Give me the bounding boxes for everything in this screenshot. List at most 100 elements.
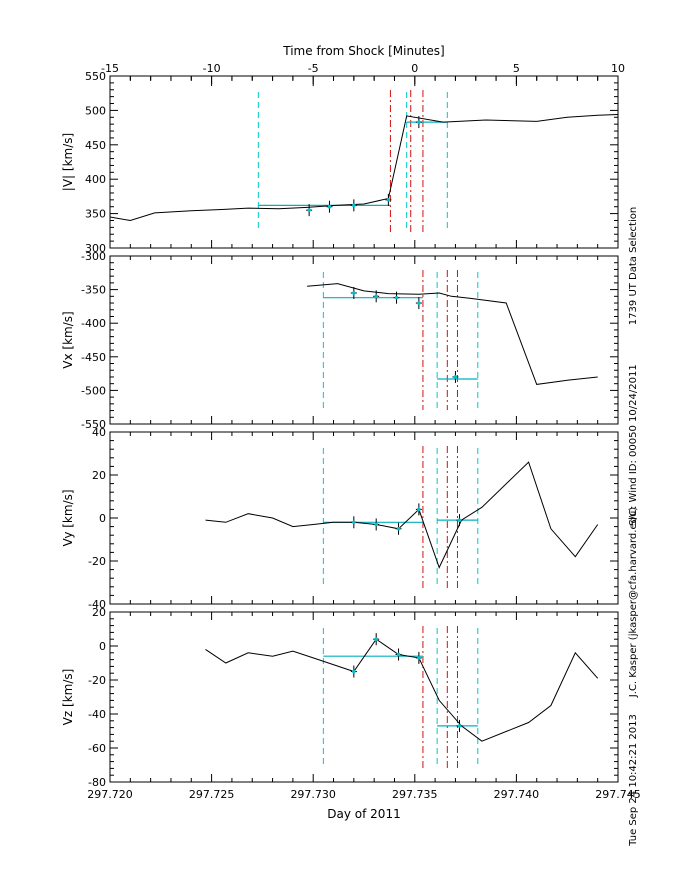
top-axis-tick-label-5: 10 [611, 62, 625, 75]
x-axis-title: Day of 2011 [327, 807, 400, 821]
p1-point-marker-2 [327, 204, 332, 209]
p2-selected-point-5 [452, 370, 459, 383]
side-text-author: J.C. Kasper (jkasper@cfa.harvard.edu) [628, 507, 639, 698]
side-text-spacecraft: S/C: Wind ID: 00050 10/24/2011 [628, 364, 639, 525]
p4-ytick-label-2: -40 [88, 708, 106, 721]
p3-point-marker-5 [457, 518, 462, 522]
p2-ytick-label-1: -350 [81, 284, 106, 297]
p3-y-axis-label: Vy [km/s] [61, 489, 75, 546]
p2-selected-point-4 [415, 297, 422, 310]
top-axis-tick-label-0: -15 [101, 62, 119, 75]
x-tick-label-3: 297.735 [392, 788, 438, 801]
p3-point-marker-2 [374, 522, 378, 527]
panel-2: -300 -350 -400 -450 -500 -550 Vx [km/s] [61, 250, 619, 431]
p1-y-axis-label: |V| [km/s] [61, 133, 75, 191]
side-annotation: 1739 UT Data Selection S/C: Wind ID: 000… [628, 207, 639, 847]
p4-selected-point-1 [350, 665, 357, 678]
p3-selected-point-1 [350, 516, 357, 529]
x-tick-label-0: 297.720 [87, 788, 133, 801]
p1-selected-point-3 [350, 199, 357, 212]
p2-ytick-label-2: -400 [81, 317, 106, 330]
p4-point-marker-4 [417, 656, 421, 660]
top-axis-tick-label-2: -5 [308, 62, 319, 75]
p1-selected-point-5 [415, 116, 422, 129]
p4-selected-point-2 [373, 633, 380, 646]
x-tick-label-1: 297.725 [189, 788, 235, 801]
p2-selected-point-2 [373, 290, 380, 303]
p4-point-marker-5 [457, 724, 462, 728]
p3-ytick-label-3: 20 [92, 469, 106, 482]
p1-ytick-label-5: 550 [85, 70, 106, 83]
p1-point-marker-1 [307, 208, 311, 212]
p3-selected-point-2 [373, 518, 380, 531]
p3-ytick-label-0: -40 [88, 598, 106, 611]
p4-data-line [205, 638, 599, 742]
p3-point-marker-3 [396, 526, 401, 531]
p2-point-marker-1 [352, 291, 356, 295]
p4-ytick-label-3: -20 [88, 674, 106, 687]
p2-selected-point-1 [350, 286, 357, 299]
side-text-data-selection: 1739 UT Data Selection [628, 207, 639, 325]
p3-selected-point-5 [456, 514, 463, 527]
p2-ytick-label-5: -550 [81, 418, 106, 431]
p2-frame [109, 255, 619, 425]
p3-selected-point-3 [395, 522, 402, 535]
p2-ytick-label-3: -450 [81, 351, 106, 364]
p4-selected-point-4 [415, 651, 422, 664]
p1-ytick-label-0: 300 [85, 242, 106, 255]
p3-data-line [205, 461, 599, 569]
x-tick-label-5: 297.745 [595, 788, 641, 801]
p1-point-marker-5 [417, 120, 421, 124]
p2-ytick-label-4: -500 [81, 384, 106, 397]
p4-ytick-label-1: -60 [88, 742, 106, 755]
p1-selected-point-4 [385, 193, 392, 206]
p2-point-marker-4 [417, 301, 421, 305]
p1-point-marker-4 [386, 198, 391, 202]
p1-selected-point-2 [326, 200, 333, 213]
p2-y-axis-label: Vx [km/s] [61, 311, 75, 368]
p4-ytick-label-0: -80 [88, 776, 106, 789]
p2-data-line [307, 283, 598, 385]
p4-selected-point-5 [456, 719, 463, 732]
top-axis-tick-label-1: -10 [203, 62, 221, 75]
p4-point-marker-1 [352, 669, 356, 674]
p4-frame [109, 611, 619, 783]
panel-1: 300 350 400 450 500 550 |V| [km/s] [61, 70, 619, 255]
p4-point-marker-3 [396, 652, 401, 657]
p1-frame [109, 75, 619, 249]
p3-ytick-label-2: 0 [99, 512, 106, 525]
p4-point-marker-2 [374, 637, 378, 641]
p3-frame [109, 431, 619, 605]
overlay-layer: 297.720 297.725 297.730 297.735 297.740 297.7… [87, 62, 641, 801]
p1-ytick-label-1: 350 [85, 208, 106, 221]
p1-ytick-label-2: 400 [85, 173, 106, 186]
p2-selected-point-3 [393, 291, 400, 304]
x-tick-label-4: 297.740 [494, 788, 540, 801]
p4-y-axis-label: Vz [km/s] [61, 669, 75, 726]
p2-point-marker-5 [453, 375, 458, 379]
p3-point-marker-4 [417, 507, 421, 512]
top-axis-tick-label-3: 0 [411, 62, 418, 75]
p3-ytick-label-1: -20 [88, 555, 106, 568]
side-text-timestamp: Tue Sep 24 10:42:21 2013 [628, 714, 639, 847]
x-tick-label-2: 297.730 [290, 788, 336, 801]
top-axis-title: Time from Shock [Minutes] [282, 44, 444, 58]
top-axis-tick-label-4: 5 [513, 62, 520, 75]
p4-ytick-label-5: 20 [92, 606, 106, 619]
panel-3: -40 -20 0 20 40 Vy [km/s] [61, 426, 619, 611]
panel-4: -80 -60 -40 -20 0 20 Vz [km/s] [61, 606, 619, 789]
p1-data-line [109, 114, 619, 222]
p4-ytick-label-4: 0 [99, 640, 106, 653]
p1-point-marker-3 [352, 203, 356, 208]
p2-point-marker-2 [374, 294, 378, 299]
p4-selected-point-3 [395, 648, 402, 661]
p1-ytick-label-3: 450 [85, 139, 106, 152]
p3-point-marker-1 [352, 520, 356, 525]
p2-point-marker-3 [394, 295, 399, 300]
p2-ytick-label-0: -300 [81, 250, 106, 263]
p1-ytick-label-4: 500 [85, 104, 106, 117]
p3-selected-point-4 [415, 503, 422, 516]
p3-ytick-label-4: 40 [92, 426, 106, 439]
